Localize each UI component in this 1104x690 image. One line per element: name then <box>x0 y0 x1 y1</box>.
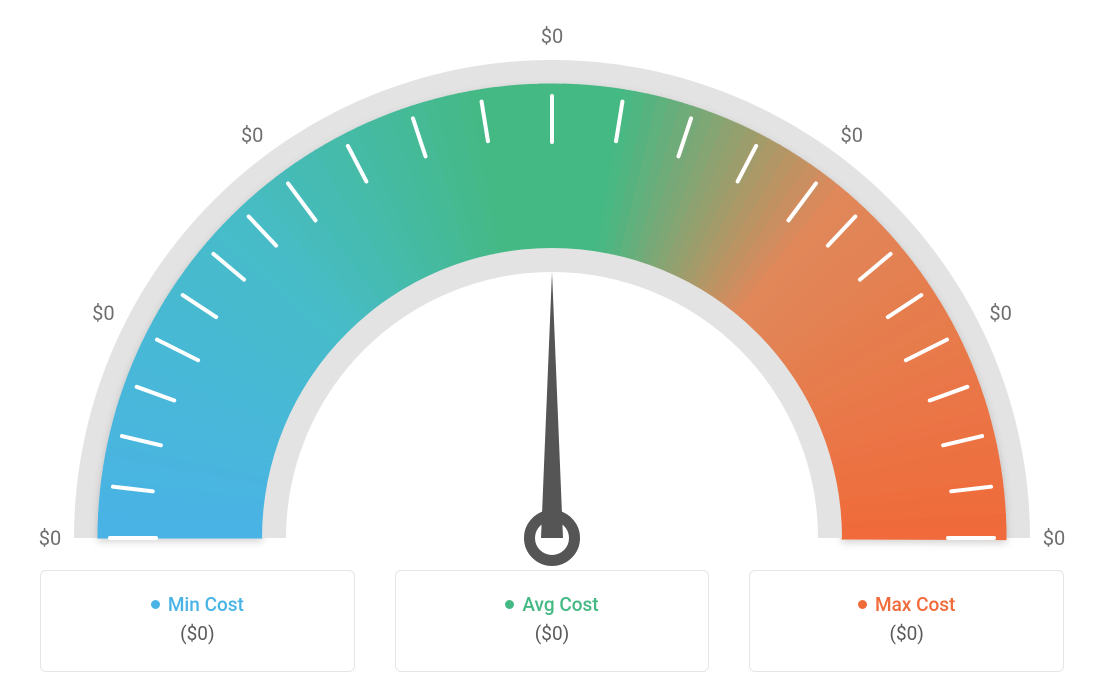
gauge-tick-label: $0 <box>241 123 263 147</box>
gauge-tick-label: $0 <box>1043 526 1065 550</box>
gauge-chart <box>34 20 1070 578</box>
gauge-tick-label: $0 <box>541 24 563 48</box>
legend-label-min: Min Cost <box>151 593 244 616</box>
legend-text-avg: Avg Cost <box>522 593 598 616</box>
legend-dot-avg <box>505 600 514 609</box>
legend-dot-min <box>151 600 160 609</box>
legend-value-avg: ($0) <box>535 622 569 645</box>
legend-row: Min Cost ($0) Avg Cost ($0) Max Cost ($0… <box>0 570 1104 690</box>
legend-item-avg: Avg Cost ($0) <box>395 570 710 672</box>
legend-label-avg: Avg Cost <box>505 593 598 616</box>
gauge-tick-label: $0 <box>841 123 863 147</box>
legend-item-min: Min Cost ($0) <box>40 570 355 672</box>
gauge-cost-widget: $0 $0 $0 $0 $0 $0 $0 Min Cost ($0) Avg Cost ($… <box>0 0 1104 690</box>
legend-text-min: Min Cost <box>168 593 244 616</box>
legend-item-max: Max Cost ($0) <box>749 570 1064 672</box>
legend-value-max: ($0) <box>889 622 923 645</box>
gauge-tick-label: $0 <box>39 526 61 550</box>
gauge-tick-label: $0 <box>989 301 1011 325</box>
legend-dot-max <box>858 600 867 609</box>
legend-value-min: ($0) <box>180 622 214 645</box>
gauge-tick-label: $0 <box>92 301 114 325</box>
legend-text-max: Max Cost <box>875 593 955 616</box>
gauge-area: $0 $0 $0 $0 $0 $0 $0 <box>0 0 1104 570</box>
legend-label-max: Max Cost <box>858 593 955 616</box>
